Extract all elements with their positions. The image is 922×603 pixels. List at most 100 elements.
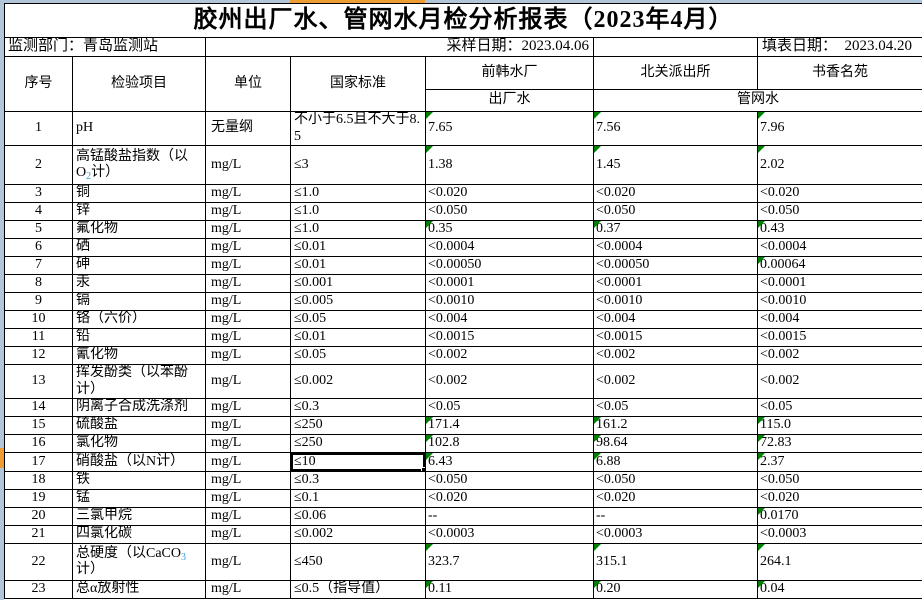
seq-cell[interactable]: 4 (4, 202, 73, 222)
value-cell[interactable]: <0.0003 (425, 525, 594, 545)
value-cell[interactable]: <0.004 (593, 310, 758, 330)
unit-cell[interactable]: mg/L (205, 507, 291, 527)
item-cell[interactable]: 铜 (72, 184, 206, 204)
value-cell[interactable]: <0.05 (756, 398, 922, 418)
value-cell[interactable]: 6.88 (593, 452, 758, 473)
header-pipe-water[interactable]: 管网水 (592, 89, 922, 112)
item-cell[interactable]: 铁 (72, 471, 206, 491)
seq-cell[interactable]: 3 (4, 184, 73, 204)
standard-cell[interactable]: ≤450 (290, 543, 426, 582)
value-cell[interactable]: <0.020 (756, 489, 922, 509)
item-cell[interactable]: 总硬度（以CaCO3 计） (72, 543, 206, 582)
header-factory-water[interactable]: 出厂水 (425, 89, 594, 112)
item-cell[interactable]: 硝酸盐（以N计） (72, 452, 206, 473)
value-cell[interactable]: <0.05 (593, 398, 758, 418)
item-cell[interactable]: 硫酸盐 (72, 416, 206, 436)
item-cell[interactable]: 铬（六价） (72, 310, 206, 330)
value-cell[interactable]: <0.0003 (593, 525, 758, 545)
unit-cell[interactable]: 无量纲 (205, 110, 291, 147)
value-cell[interactable]: 115.0 (756, 416, 922, 436)
seq-cell[interactable]: 23 (4, 580, 73, 600)
value-cell[interactable]: 264.1 (756, 543, 922, 582)
standard-cell[interactable]: ≤3 (290, 145, 426, 186)
unit-cell[interactable]: mg/L (205, 471, 291, 491)
unit-cell[interactable]: mg/L (205, 346, 291, 366)
value-cell[interactable]: <0.0004 (756, 238, 922, 258)
value-cell[interactable]: <0.020 (425, 489, 594, 509)
value-cell[interactable]: <0.0001 (425, 274, 594, 294)
seq-cell[interactable]: 20 (4, 507, 73, 527)
header-plant-qianhan[interactable]: 前韩水厂 (425, 56, 594, 90)
standard-cell[interactable]: ≤0.005 (290, 292, 426, 312)
value-cell[interactable]: 0.04 (756, 580, 922, 600)
value-cell[interactable]: 2.37 (756, 452, 922, 473)
standard-cell[interactable]: ≤250 (290, 434, 426, 454)
seq-cell[interactable]: 1 (4, 110, 73, 147)
value-cell[interactable]: <0.002 (593, 364, 758, 400)
value-cell[interactable]: <0.002 (756, 346, 922, 366)
unit-cell[interactable]: mg/L (205, 292, 291, 312)
standard-cell[interactable]: ≤0.001 (290, 274, 426, 294)
seq-cell[interactable]: 22 (4, 543, 73, 582)
item-cell[interactable]: 阴离子合成洗涤剂 (72, 398, 206, 418)
value-cell[interactable]: 0.00064 (756, 256, 922, 276)
standard-cell[interactable]: ≤250 (290, 416, 426, 436)
value-cell[interactable]: 161.2 (593, 416, 758, 436)
item-cell[interactable]: 砷 (72, 256, 206, 276)
value-cell[interactable]: <0.0004 (425, 238, 594, 258)
item-cell[interactable]: 氰化物 (72, 346, 206, 366)
header-plant-shuxiang[interactable]: 书香名苑 (756, 56, 922, 90)
unit-cell[interactable]: mg/L (205, 274, 291, 294)
value-cell[interactable]: <0.020 (425, 184, 594, 204)
value-cell[interactable]: <0.00050 (425, 256, 594, 276)
item-cell[interactable]: 锰 (72, 489, 206, 509)
monitoring-department-cell[interactable]: 监测部门：青岛监测站 (4, 37, 206, 57)
seq-cell[interactable]: 15 (4, 416, 73, 436)
value-cell[interactable]: <0.004 (756, 310, 922, 330)
seq-cell[interactable]: 16 (4, 434, 73, 454)
value-cell[interactable]: 102.8 (425, 434, 594, 454)
standard-cell[interactable]: ≤10 (290, 452, 426, 473)
value-cell[interactable]: 171.4 (425, 416, 594, 436)
value-cell[interactable]: <0.020 (593, 184, 758, 204)
seq-cell[interactable]: 21 (4, 525, 73, 545)
unit-cell[interactable]: mg/L (205, 220, 291, 240)
value-cell[interactable]: <0.05 (425, 398, 594, 418)
unit-cell[interactable]: mg/L (205, 434, 291, 454)
item-cell[interactable]: 锌 (72, 202, 206, 222)
seq-cell[interactable]: 18 (4, 471, 73, 491)
standard-cell[interactable]: ≤0.3 (290, 471, 426, 491)
item-cell[interactable]: 总α放射性 (72, 580, 206, 600)
standard-cell[interactable]: ≤0.06 (290, 507, 426, 527)
value-cell[interactable]: 98.64 (593, 434, 758, 454)
value-cell[interactable]: 0.0170 (756, 507, 922, 527)
value-cell[interactable]: <0.002 (593, 346, 758, 366)
standard-cell[interactable]: ≤0.002 (290, 525, 426, 545)
item-cell[interactable]: 氯化物 (72, 434, 206, 454)
standard-cell[interactable]: ≤0.01 (290, 256, 426, 276)
item-cell[interactable]: 三氯甲烷 (72, 507, 206, 527)
seq-cell[interactable]: 12 (4, 346, 73, 366)
seq-cell[interactable]: 7 (4, 256, 73, 276)
standard-cell[interactable]: ≤0.01 (290, 328, 426, 348)
item-cell[interactable]: 汞 (72, 274, 206, 294)
standard-cell[interactable]: ≤0.01 (290, 238, 426, 258)
seq-cell[interactable]: 11 (4, 328, 73, 348)
seq-cell[interactable]: 6 (4, 238, 73, 258)
header-standard[interactable]: 国家标准 (290, 56, 426, 112)
sample-date-cell[interactable]: 采样日期：2023.04.06 (205, 37, 594, 57)
value-cell[interactable]: <0.002 (425, 346, 594, 366)
standard-cell[interactable]: ≤1.0 (290, 202, 426, 222)
value-cell[interactable]: <0.002 (425, 364, 594, 400)
value-cell[interactable]: <0.0001 (756, 274, 922, 294)
seq-cell[interactable]: 19 (4, 489, 73, 509)
header-seq[interactable]: 序号 (4, 56, 73, 112)
seq-cell[interactable]: 14 (4, 398, 73, 418)
standard-cell[interactable]: ≤1.0 (290, 220, 426, 240)
standard-cell[interactable]: 不小于6.5且不大于8.5 (290, 110, 426, 147)
unit-cell[interactable]: mg/L (205, 543, 291, 582)
unit-cell[interactable]: mg/L (205, 202, 291, 222)
unit-cell[interactable]: mg/L (205, 328, 291, 348)
value-cell[interactable]: 323.7 (425, 543, 594, 582)
value-cell[interactable]: <0.0015 (756, 328, 922, 348)
